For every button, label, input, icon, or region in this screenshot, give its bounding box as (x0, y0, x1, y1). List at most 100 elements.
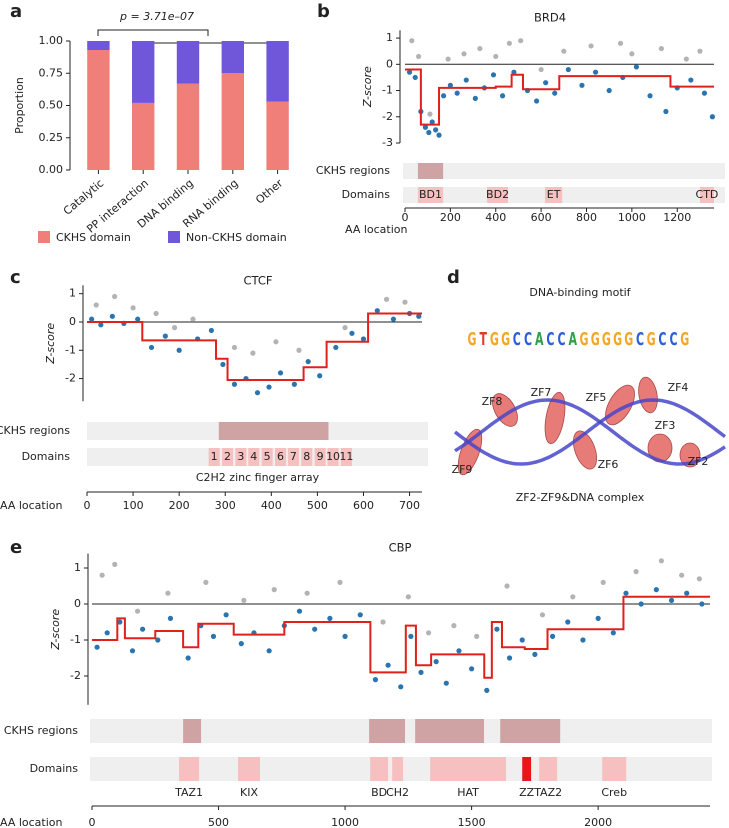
x-axis-label: AA location (345, 223, 408, 236)
point (663, 108, 669, 115)
point (688, 77, 694, 83)
point (623, 590, 629, 596)
point (490, 72, 497, 78)
motif-letter: A (569, 329, 578, 349)
point (533, 98, 540, 104)
motif-letter: G (680, 329, 689, 349)
region-label: Creb (601, 786, 627, 799)
x-tick-label: 600 (353, 499, 374, 512)
y-axis-label: Z-score (49, 609, 62, 651)
point (668, 597, 675, 604)
point (451, 623, 457, 629)
point (416, 53, 422, 60)
bar-segment (87, 41, 110, 51)
point (89, 316, 95, 322)
point (433, 127, 439, 133)
x-tick-label: 1200 (663, 211, 691, 224)
region-label: 6 (277, 450, 284, 463)
y-tick-label: -1 (70, 633, 81, 646)
structure-label: ZF5 (586, 391, 607, 404)
motif-letter: G (624, 329, 633, 349)
region-label: ZZ (519, 786, 535, 799)
point (408, 633, 414, 640)
bar-segment (132, 41, 155, 103)
region (261, 448, 273, 466)
point (250, 350, 256, 356)
point (592, 69, 599, 75)
region (392, 757, 404, 781)
point (658, 45, 664, 52)
y-tick-label: 0.50 (39, 99, 64, 112)
point (633, 569, 639, 575)
point (266, 648, 272, 654)
point (461, 51, 467, 57)
point (385, 662, 391, 668)
x-tick-label: 400 (485, 211, 506, 224)
structure-label: ZF6 (598, 458, 619, 471)
point (109, 313, 115, 319)
y-tick-label: -2 (70, 669, 81, 682)
region (287, 448, 299, 466)
bar-segment (221, 41, 244, 74)
point (342, 633, 348, 640)
region-label: 3 (237, 450, 244, 463)
dna-strand (453, 398, 727, 466)
region-label: ET (547, 188, 561, 201)
point (426, 129, 432, 136)
point (683, 56, 689, 62)
region-label: KIX (240, 786, 258, 799)
structure-label: ZF7 (531, 386, 552, 399)
motif-letter: C (513, 329, 521, 349)
point (447, 82, 453, 88)
point (456, 648, 462, 654)
point (380, 619, 386, 625)
region (179, 757, 200, 781)
y-tick-label: 0.25 (39, 131, 64, 144)
structure-label: ZF9 (452, 463, 473, 476)
y-tick-label: -3 (382, 136, 393, 149)
track-label: Domains (342, 188, 391, 201)
panel-letter: b (317, 1, 330, 22)
region-label: 8 (303, 450, 310, 463)
point (561, 48, 567, 54)
point (629, 51, 635, 57)
point (112, 293, 118, 300)
legend-label: CKHS domain (56, 231, 131, 244)
point (98, 322, 104, 328)
y-tick-label: -1 (65, 343, 76, 356)
point (398, 684, 404, 690)
point (699, 601, 705, 607)
point (135, 316, 141, 322)
region-label: 10 (326, 450, 340, 463)
point (153, 310, 159, 317)
point (433, 659, 439, 665)
point (94, 644, 100, 650)
track-label: Domains (22, 450, 71, 463)
region (235, 448, 247, 466)
structure-caption: ZF2-ZF9&DNA complex (516, 491, 645, 504)
region-label: BD (371, 786, 387, 799)
track-label: CKHS regions (4, 724, 78, 737)
point (129, 648, 136, 654)
point (696, 576, 702, 582)
point (633, 64, 640, 70)
annotation: C2H2 zinc finger array (196, 471, 320, 484)
point (241, 597, 247, 604)
region (248, 448, 260, 466)
point (484, 687, 490, 694)
point (469, 666, 475, 672)
point (579, 82, 585, 88)
motif-letter: C (558, 329, 566, 349)
bar-segment (176, 41, 200, 84)
point (511, 69, 517, 75)
point (277, 370, 284, 376)
bar-segment (87, 50, 110, 170)
bar-segment (221, 73, 244, 170)
point (148, 344, 155, 351)
y-tick-label: 1 (69, 287, 76, 300)
point (134, 608, 141, 614)
y-tick-label: -2 (382, 110, 393, 123)
region-label: 1 (211, 450, 218, 463)
point (506, 40, 512, 46)
